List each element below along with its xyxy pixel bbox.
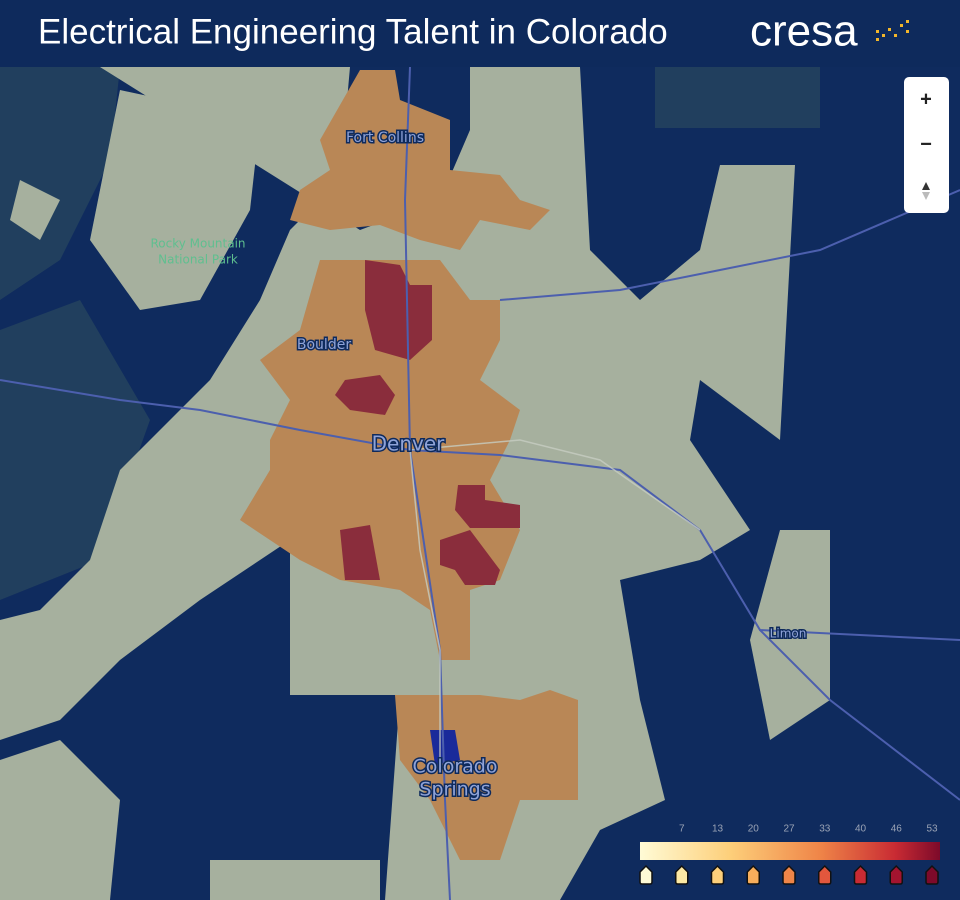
legend-marker: [746, 864, 760, 885]
legend-tick-label: 7: [679, 824, 685, 835]
highlight-region: [430, 730, 460, 765]
place-label: Boulder: [297, 337, 351, 353]
header-bar: [0, 0, 960, 67]
legend-marker: [782, 864, 796, 885]
zoom-in-button[interactable]: +: [904, 77, 949, 122]
legend: 7 13 20 27 33 40 46 53: [639, 824, 939, 885]
logo-dots: [876, 20, 909, 41]
legend-marker: [889, 864, 903, 885]
legend-tick-label: 20: [748, 824, 760, 835]
logo: cresa: [750, 7, 858, 56]
place-label: Limon: [770, 627, 807, 641]
zoom-in-icon[interactable]: +: [920, 88, 932, 110]
place-label: Springs: [419, 779, 490, 801]
legend-marker: [639, 864, 653, 885]
zoom-out-icon[interactable]: −: [920, 133, 932, 155]
place-label: Fort Collins: [346, 130, 424, 146]
legend-tick-label: 46: [891, 824, 903, 835]
legend-marker: [925, 864, 939, 885]
place-label: Denver: [372, 432, 446, 456]
place-label: Colorado: [413, 756, 498, 778]
legend-tick-label: 13: [712, 824, 724, 835]
legend-marker: [675, 864, 689, 885]
compass-button[interactable]: [904, 167, 949, 213]
legend-gradient: [640, 842, 940, 860]
park-label: Rocky Mountain: [150, 237, 245, 251]
zoom-control: + −: [904, 77, 949, 213]
legend-tick-label: 27: [783, 824, 795, 835]
park-label: National Park: [158, 253, 238, 267]
legend-marker: [818, 864, 832, 885]
legend-tick-label: 53: [926, 824, 938, 835]
regions-high: [335, 260, 520, 585]
legend-marker: [710, 864, 725, 885]
zoom-out-button[interactable]: −: [904, 122, 949, 167]
legend-tick-label: 40: [855, 824, 867, 835]
roads: [0, 66, 960, 900]
legend-marker: [853, 864, 868, 885]
title: Electrical Engineering Talent in Colorad…: [38, 12, 668, 51]
legend-tick-label: 33: [819, 824, 831, 835]
roads-light: [409, 439, 701, 760]
